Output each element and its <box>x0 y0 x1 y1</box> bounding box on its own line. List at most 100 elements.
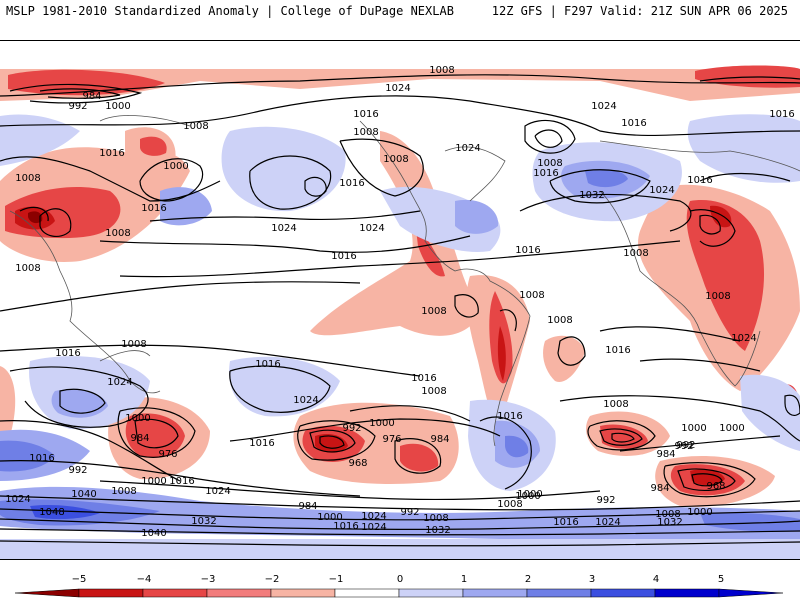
isobar-label: 1008 <box>655 509 680 520</box>
isobar <box>663 462 756 498</box>
isobar-label: 984 <box>82 91 101 102</box>
isobar-label: 1008 <box>623 248 648 259</box>
isobar-label: 992 <box>400 507 419 518</box>
isobar-label: 1024 <box>385 83 410 94</box>
isobar-label: 968 <box>348 458 367 469</box>
colorbar-swatch <box>654 588 720 598</box>
isobar-label: 1008 <box>15 263 40 274</box>
colorbar-swatches <box>14 588 784 598</box>
isobar-label: 1024 <box>361 511 386 522</box>
isobar <box>0 518 800 530</box>
isobar-label: 1016 <box>605 345 630 356</box>
isobar-label: 1008 <box>353 127 378 138</box>
isobar-label: 1032 <box>191 516 216 527</box>
isobar <box>699 172 791 182</box>
isobar-label: 1016 <box>353 109 378 120</box>
isobar-label: 1016 <box>99 148 124 159</box>
isobar-label: 1024 <box>359 223 384 234</box>
isobar-label: 1000 <box>369 418 394 429</box>
isobar-label: 1024 <box>205 486 230 497</box>
isobar-label: 1016 <box>29 453 54 464</box>
isobar <box>587 420 656 451</box>
isobar <box>479 416 532 490</box>
pos-anomaly-area <box>30 504 100 520</box>
isobar-label: 1032 <box>425 525 450 536</box>
isobar-label: 1016 <box>687 175 712 186</box>
isobar-label: 1016 <box>249 438 274 449</box>
neg-anomaly-area <box>140 136 167 156</box>
isobar-label: 1032 <box>657 517 682 528</box>
isobar-label: 1008 <box>111 486 136 497</box>
isobar <box>394 438 442 474</box>
isobar <box>454 294 479 318</box>
isobar <box>99 480 601 501</box>
isobar-label: 1008 <box>497 499 522 510</box>
isobar-label: 1008 <box>421 386 446 397</box>
isobar-label: 1000 <box>515 491 540 502</box>
isobar <box>559 395 800 442</box>
isobar <box>297 420 376 461</box>
neg-anomaly-area <box>0 69 800 101</box>
colorbar-label: 2 <box>525 574 531 585</box>
isobar-label: 1000 <box>517 489 542 500</box>
isobar <box>9 366 149 428</box>
isobar <box>0 420 181 482</box>
isobar-label: 1048 <box>39 507 64 518</box>
isobar-label: 1000 <box>125 413 150 424</box>
isobar-label: 1016 <box>533 168 558 179</box>
pos-anomaly-area <box>700 512 800 532</box>
isobar-label: 1016 <box>255 359 280 370</box>
neg-anomaly-area <box>310 131 480 336</box>
isobar-label: 1024 <box>731 333 756 344</box>
pos-anomaly-area <box>455 199 499 234</box>
colorbar-label: 1 <box>461 574 467 585</box>
isobar <box>699 214 721 235</box>
model-run-info: 12Z GFS | F297 Valid: 21Z SUN APR 06 202… <box>491 4 788 18</box>
isobar-label: 976 <box>158 449 177 460</box>
isobar-label: 1024 <box>595 517 620 528</box>
isobar-label: 1016 <box>769 109 794 120</box>
isobar <box>0 540 800 547</box>
colorbar-label: −4 <box>137 574 152 585</box>
pos-anomaly-area <box>687 114 800 183</box>
isobar-label: 1016 <box>333 521 358 532</box>
isobar-label: 1000 <box>681 423 706 434</box>
isobar-label: 1000 <box>141 476 166 487</box>
pos-anomaly-area <box>0 114 80 166</box>
isobar-label: 1016 <box>411 373 436 384</box>
isobar-label: 1000 <box>105 101 130 112</box>
isobar-label: 1008 <box>183 121 208 132</box>
isobar <box>319 435 345 449</box>
isobar <box>549 169 651 204</box>
isobar-label: 984 <box>298 501 317 512</box>
isobar-label: 1008 <box>383 154 408 165</box>
isobar <box>0 95 800 137</box>
isobar-label: 992 <box>596 495 615 506</box>
isobar-label: 968 <box>706 481 725 492</box>
isobar-label: 1016 <box>169 476 194 487</box>
isobar-label: 1024 <box>293 395 318 406</box>
neg-anomaly-area <box>686 200 765 351</box>
isobar <box>59 388 106 414</box>
map-title: MSLP 1981-2010 Standardized Anomaly | Co… <box>6 4 454 18</box>
isobar <box>611 432 635 443</box>
isobar-label: 1016 <box>141 203 166 214</box>
isobar <box>309 429 356 453</box>
neg-anomaly-area <box>28 211 43 224</box>
colorbar-label: −3 <box>201 574 216 585</box>
colorbar-label: −1 <box>329 574 344 585</box>
isobar <box>149 210 421 222</box>
colorbar-label: 5 <box>718 574 724 585</box>
isobar <box>39 88 121 99</box>
pos-anomaly-area <box>180 510 290 527</box>
colorbar-swatch <box>526 588 592 598</box>
isobar-label: 984 <box>430 434 449 445</box>
isobar <box>499 309 517 332</box>
pos-anomaly-area <box>229 356 340 417</box>
isobar-label: 1008 <box>603 399 628 410</box>
isobar-label: 1016 <box>553 517 578 528</box>
isobar <box>699 76 800 82</box>
isobar-label: 1000 <box>317 512 342 523</box>
pos-anomaly-area <box>505 435 529 458</box>
isobar-label: 1000 <box>687 507 712 518</box>
